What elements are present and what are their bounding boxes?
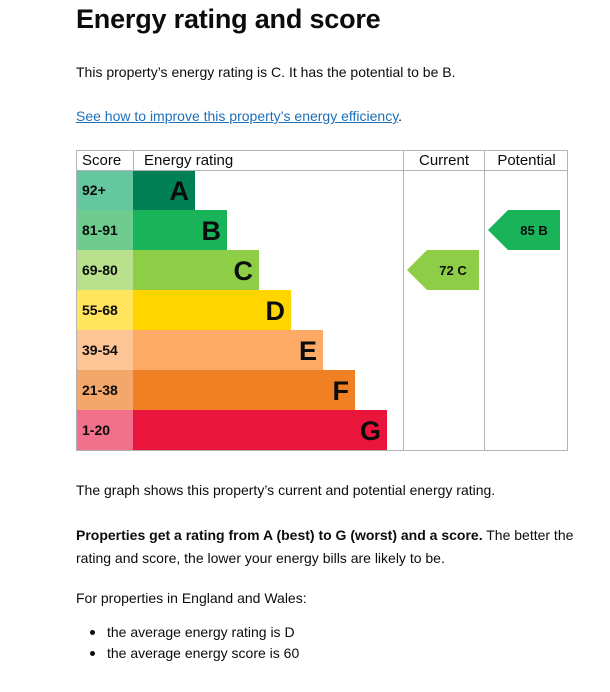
score-range-e: 39-54	[82, 342, 118, 358]
band-letter-a: A	[170, 176, 190, 206]
score-cell-f	[76, 370, 133, 410]
score-cell-c	[76, 250, 133, 290]
current-rating-arrow	[407, 250, 479, 290]
band-bar-f	[133, 370, 355, 410]
header-score: Score	[82, 152, 121, 169]
score-range-b: 81-91	[82, 222, 118, 238]
improve-efficiency-link[interactable]: See how to improve this property’s energ…	[76, 108, 399, 124]
band-letter-e: E	[299, 336, 317, 366]
score-range-g: 1-20	[82, 422, 110, 438]
score-cell-a	[76, 170, 133, 210]
band-bar-g	[133, 410, 387, 450]
score-cell-g	[76, 410, 133, 450]
ratings-explanation: Properties get a rating from A (best) to…	[76, 524, 576, 570]
header-current: Current	[419, 152, 470, 169]
header-potential: Potential	[497, 152, 555, 169]
header-energy-rating: Energy rating	[144, 152, 233, 169]
band-bar-b	[133, 210, 227, 250]
score-cell-b	[76, 210, 133, 250]
improve-paragraph: See how to improve this property’s energ…	[76, 105, 576, 128]
graph-description: The graph shows this property’s current …	[76, 482, 496, 498]
band-bar-d	[133, 290, 291, 330]
score-range-f: 21-38	[82, 382, 118, 398]
current-rating-label: 72 C	[439, 263, 467, 278]
potential-rating-arrow	[488, 210, 560, 250]
score-cell-e	[76, 330, 133, 370]
score-range-a: 92+	[82, 182, 106, 198]
averages-list: the average energy rating is D the avera…	[76, 622, 299, 664]
chart-border	[76, 150, 568, 451]
score-range-d: 55-68	[82, 302, 118, 318]
average-score-item: the average energy score is 60	[76, 643, 299, 664]
energy-rating-chart: 92+ A 81-91 B 69-80 C 55-68 D 39-54 E 21-38 F 1-20 G S…	[76, 150, 568, 451]
ratings-explanation-rest: The better the rating and score, the low…	[76, 527, 574, 566]
band-bar-e	[133, 330, 323, 370]
page-title: Energy rating and score	[76, 4, 381, 34]
band-bar-c	[133, 250, 259, 290]
band-letter-d: D	[266, 296, 286, 326]
band-letter-g: G	[360, 416, 381, 446]
england-wales-intro: For properties in England and Wales:	[76, 590, 307, 606]
band-letter-c: C	[234, 256, 254, 286]
score-range-c: 69-80	[82, 262, 118, 278]
score-cell-d	[76, 290, 133, 330]
potential-rating-label: 85 B	[520, 223, 547, 238]
rating-summary: This property’s energy rating is C. It h…	[76, 64, 456, 80]
band-letter-f: F	[333, 376, 350, 406]
link-suffix: .	[398, 108, 403, 124]
band-letter-b: B	[202, 216, 222, 246]
band-bar-a	[133, 170, 195, 210]
ratings-explanation-bold: Properties get a rating from A (best) to…	[76, 527, 483, 543]
average-rating-item: the average energy rating is D	[76, 622, 299, 643]
